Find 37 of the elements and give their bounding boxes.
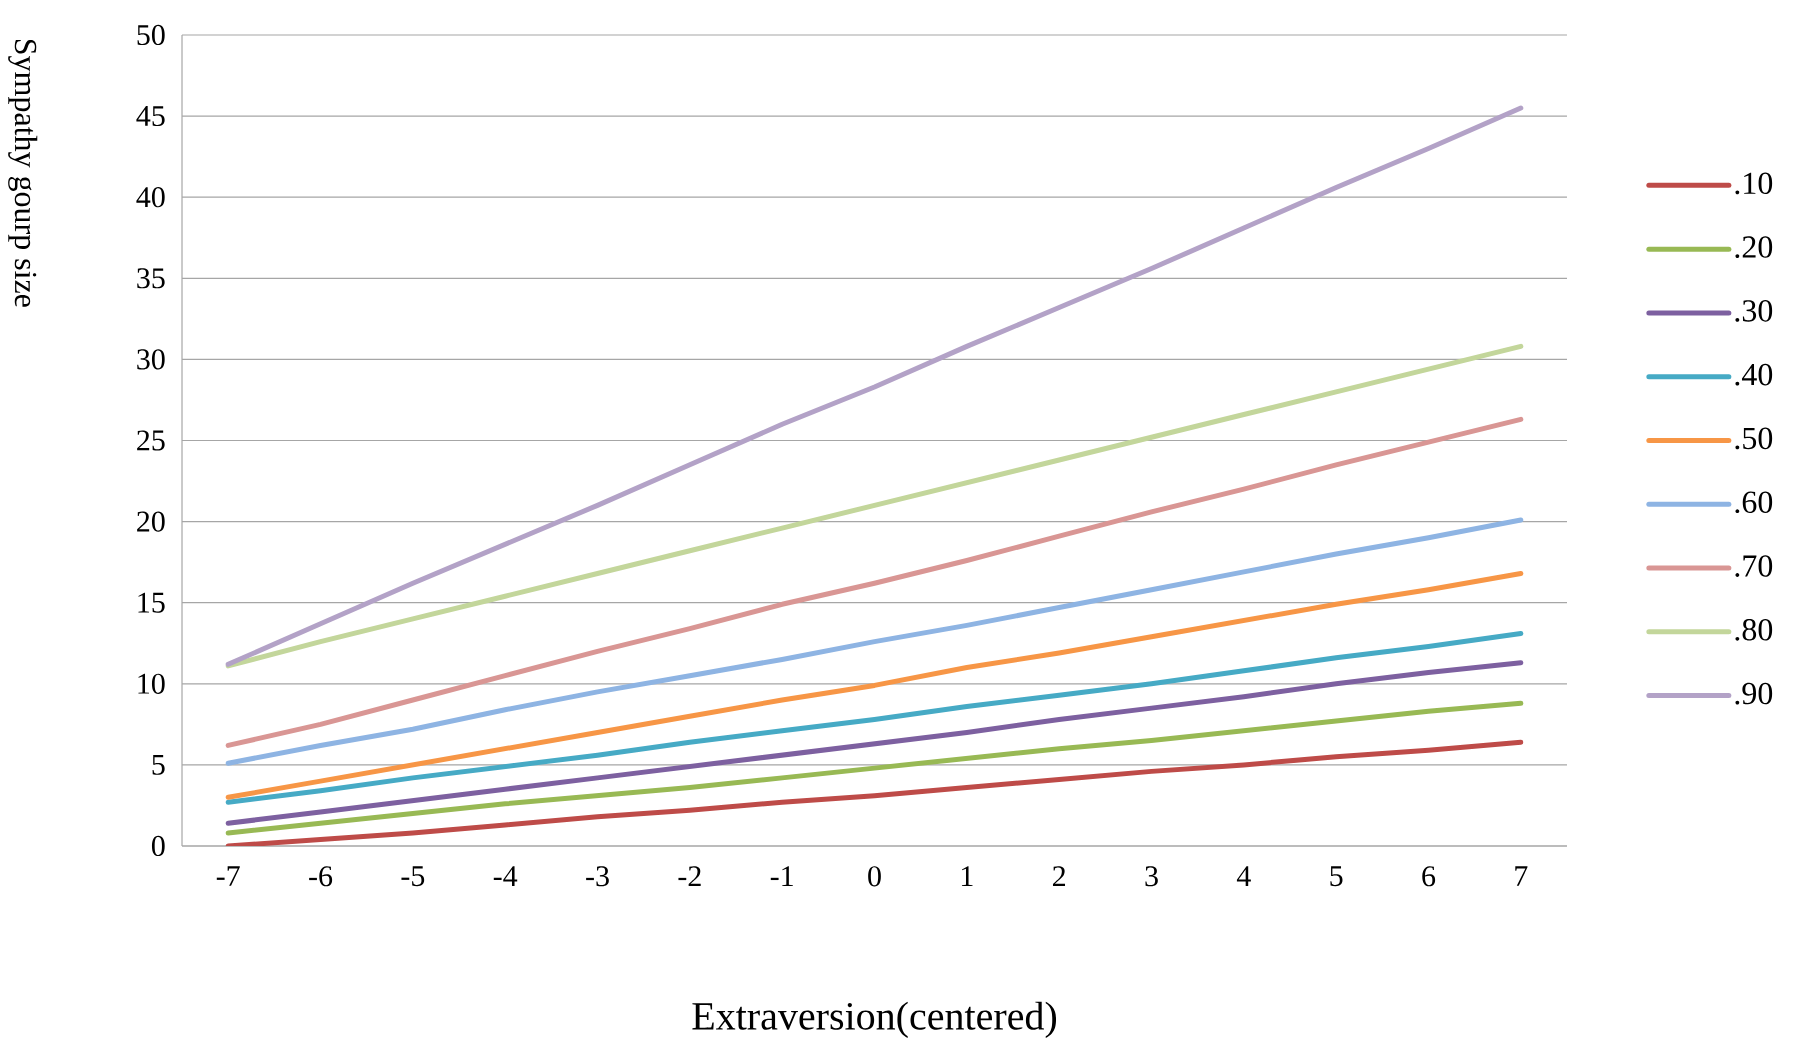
- x-tick-label: -6: [309, 866, 333, 887]
- legend-label: .50: [1735, 427, 1773, 450]
- y-tick-label: 30: [137, 349, 165, 370]
- legend-label: .80: [1735, 618, 1773, 641]
- x-tick-label: 3: [1145, 866, 1158, 887]
- legend-label: .30: [1735, 300, 1773, 322]
- y-tick-label: 10: [138, 673, 165, 694]
- legend-label: .90: [1735, 682, 1773, 705]
- x-tick-label: 1: [961, 866, 973, 886]
- y-tick-label: 5: [152, 754, 165, 775]
- x-tick-label: -3: [586, 866, 609, 887]
- legend-label: .10: [1735, 172, 1773, 195]
- x-tick-label: 6: [1422, 866, 1436, 887]
- x-tick-label: -4: [493, 866, 518, 886]
- y-tick-label: 25: [137, 430, 165, 451]
- y-tick-label: 15: [138, 592, 165, 613]
- legend-label: .40: [1735, 363, 1773, 386]
- y-axis-title: Sympathy gourp size: [8, 39, 38, 307]
- y-tick-label: 20: [137, 511, 165, 532]
- y-tick-label: 0: [151, 835, 165, 857]
- y-tick-label: 50: [137, 24, 165, 46]
- x-tick-label: -5: [401, 866, 425, 887]
- x-tick-label: -2: [678, 866, 701, 887]
- x-tick-label: 7: [1515, 866, 1528, 886]
- x-tick-label: 5: [1330, 866, 1343, 887]
- legend-label: .70: [1735, 555, 1773, 577]
- legend-label: .20: [1735, 236, 1773, 258]
- y-tick-label: 35: [137, 268, 165, 289]
- x-tick-label: 0: [868, 866, 881, 887]
- y-tick-label: 45: [136, 106, 165, 127]
- x-tick-label: 4: [1236, 866, 1251, 886]
- y-tick-label: 40: [136, 187, 165, 208]
- x-tick-label: -7: [216, 866, 240, 886]
- legend-label: .60: [1735, 491, 1773, 514]
- x-tick-label: -1: [770, 866, 793, 886]
- x-tick-label: 2: [1052, 866, 1066, 887]
- x-axis-title: Extraversion(centered): [692, 1001, 1057, 1038]
